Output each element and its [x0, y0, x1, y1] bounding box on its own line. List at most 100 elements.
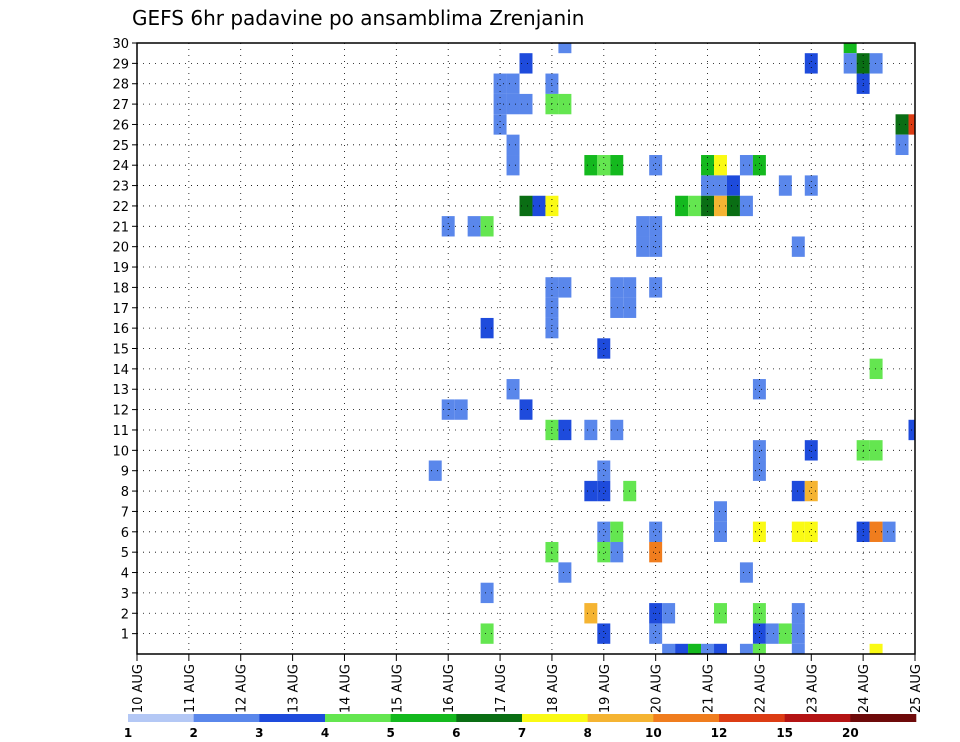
heatmap-cell [752, 440, 766, 461]
colorbar-swatch [390, 714, 457, 722]
y-tick-label: 19 [112, 261, 129, 276]
heatmap-cell [714, 603, 727, 624]
heatmap-cell [532, 195, 546, 217]
heatmap-cell [519, 195, 533, 217]
heatmap-cell [714, 521, 727, 542]
heatmap-cell [649, 521, 663, 542]
heatmap-cell [597, 155, 611, 176]
y-tick-label: 9 [121, 465, 129, 480]
heatmap-cell [752, 460, 766, 481]
y-tick-label: 13 [112, 383, 129, 398]
heatmap-cell [636, 216, 650, 237]
y-tick-label: 22 [112, 200, 129, 215]
heatmap-cell [752, 155, 766, 176]
heatmap-cell [714, 643, 727, 654]
heatmap-cell [688, 643, 702, 654]
heatmap-cell [506, 155, 520, 176]
heatmap-cell [584, 419, 598, 441]
heatmap-cell [714, 175, 727, 196]
colorbar-label: 15 [776, 726, 793, 740]
heatmap-cell [752, 623, 766, 644]
colorbar-swatch [719, 714, 785, 722]
heatmap-cell [726, 195, 740, 217]
x-tick-label: 25 AUG [909, 664, 924, 713]
heatmap-cell [791, 480, 805, 502]
heatmap-cell [649, 623, 663, 644]
heatmap-cell [649, 236, 663, 257]
heatmap-cell [714, 195, 727, 217]
colorbar-swatch [522, 714, 588, 722]
heatmap-cell [493, 73, 507, 94]
colorbar-swatch [128, 714, 194, 722]
heatmap-cell [519, 399, 533, 420]
chart-title: GEFS 6hr padavine po ansamblima Zrenjani… [132, 6, 585, 30]
heatmap-cell [584, 480, 598, 502]
y-tick-label: 1 [121, 628, 129, 643]
y-tick-label: 6 [121, 526, 129, 541]
heatmap-cell [752, 521, 766, 542]
x-tick-label: 15 AUG [390, 664, 405, 713]
heatmap-cell [726, 175, 740, 196]
heatmap-cell [558, 562, 572, 583]
x-tick-label: 11 AUG [183, 664, 198, 713]
heatmap-cell [597, 623, 611, 644]
y-tick-label: 3 [121, 587, 129, 602]
heatmap-cell [428, 460, 442, 481]
colorbar-label: 2 [189, 726, 197, 740]
colorbar-label: 1 [124, 726, 132, 740]
heatmap-cell [765, 623, 779, 644]
heatmap-cell [714, 501, 727, 522]
heatmap-cell [441, 216, 455, 237]
heatmap-cell [597, 480, 611, 502]
colorbar-label: 7 [518, 726, 526, 740]
grid-lines [136, 42, 916, 654]
plot-frame [136, 42, 916, 655]
y-tick-label: 16 [112, 322, 129, 337]
heatmap-cell [869, 53, 883, 74]
y-tick-label: 30 [112, 37, 129, 52]
heatmap-cell [480, 582, 494, 604]
heatmap-cell [882, 521, 896, 542]
heatmap-cell [506, 93, 520, 115]
heatmap-cell [714, 155, 727, 176]
heatmap-cell [791, 521, 805, 542]
y-tick-label: 17 [112, 302, 129, 317]
x-tick-label: 22 AUG [753, 664, 768, 713]
heatmap-cell [597, 460, 611, 481]
y-tick-label: 4 [121, 567, 129, 582]
heatmap-cell [493, 114, 507, 135]
heatmap-cell [662, 603, 676, 624]
x-axis: 10 AUG 11 AUG 12 AUG 13 AUG 14 AUG 15 AUG 16 A… [131, 654, 924, 713]
colorbar-swatch [587, 714, 654, 722]
heatmap-cell [610, 155, 624, 176]
heatmap-cell [480, 623, 494, 644]
heatmap-cell [895, 134, 909, 156]
heatmap-cell [869, 643, 883, 654]
heatmap-cell [869, 440, 883, 461]
heatmap-cell [610, 541, 624, 563]
colorbar-label: 6 [452, 726, 460, 740]
heatmap-cell [584, 603, 598, 624]
y-tick-label: 2 [121, 607, 129, 622]
y-tick-label: 26 [112, 118, 129, 133]
heatmap-cell [649, 277, 663, 298]
y-tick-label: 7 [121, 505, 129, 520]
heatmap-cell [739, 195, 753, 217]
x-tick-label: 10 AUG [131, 664, 146, 713]
heatmap-cell [649, 155, 663, 176]
heatmap-cell [791, 236, 805, 257]
heatmap-cell [675, 643, 689, 654]
heatmap-cell [558, 93, 572, 115]
heatmap-cell [610, 297, 624, 318]
colorbar-swatch [193, 714, 260, 722]
heatmap-cell [869, 358, 883, 380]
heatmap-cell [519, 53, 533, 74]
heatmap-cell [480, 216, 494, 237]
colorbar-label: 3 [255, 726, 263, 740]
heatmap-cell [752, 379, 766, 400]
y-tick-label: 21 [112, 220, 129, 235]
heatmap-cell [519, 93, 533, 115]
heatmap-cell [843, 53, 857, 74]
x-tick-label: 20 AUG [650, 664, 665, 713]
